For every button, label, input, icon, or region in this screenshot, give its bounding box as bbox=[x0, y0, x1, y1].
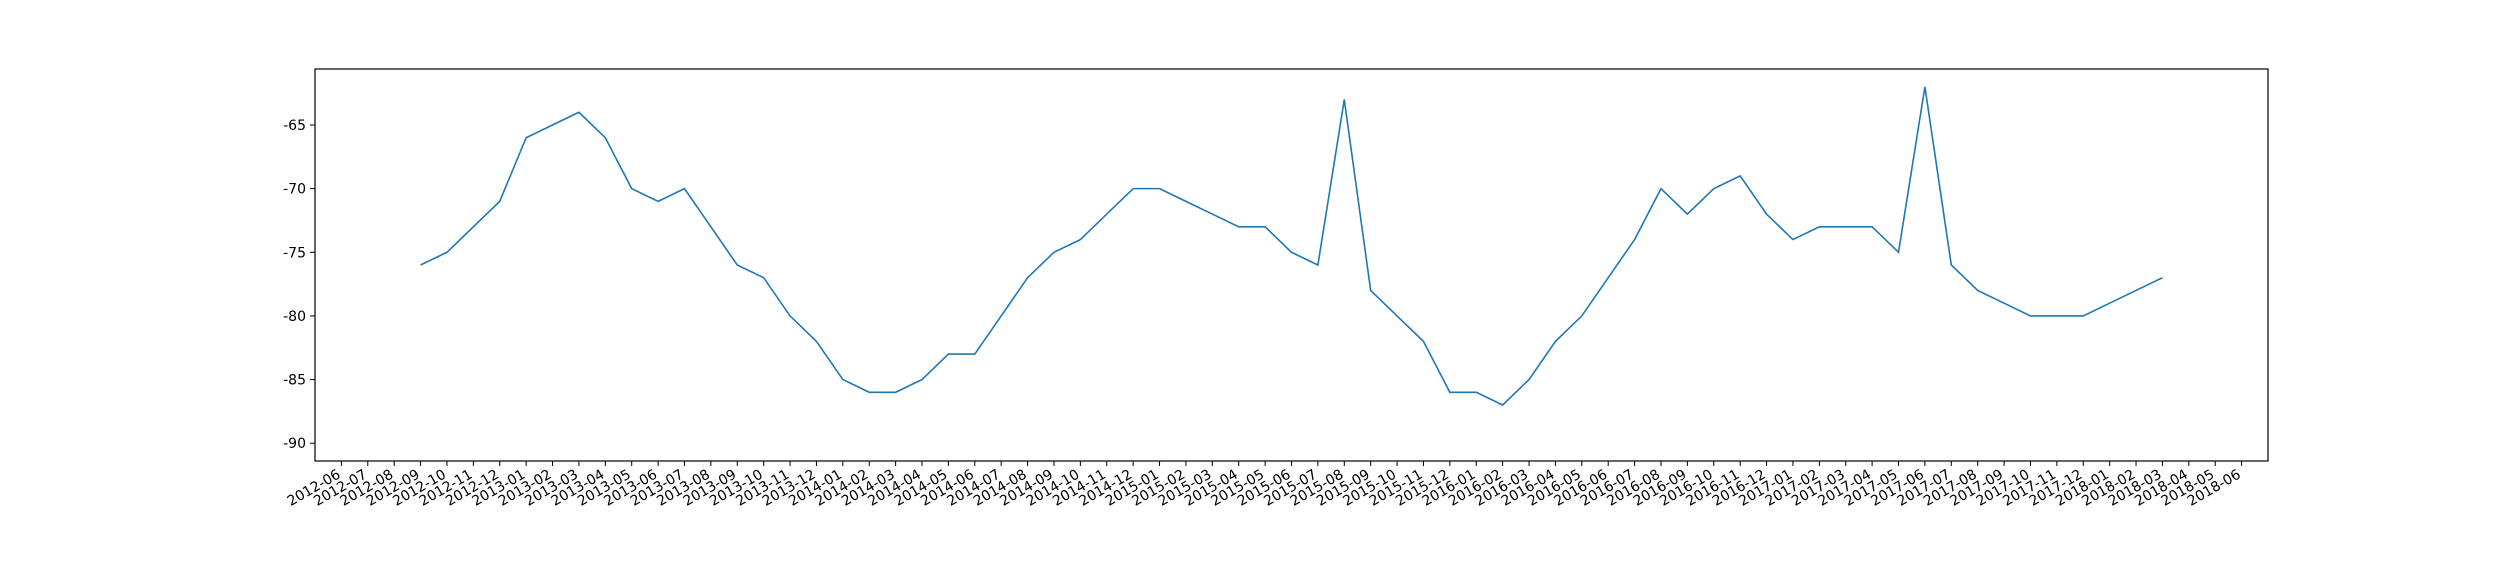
line-series bbox=[420, 86, 2163, 406]
plot-frame bbox=[314, 68, 2269, 462]
y-tick-label: -85 bbox=[283, 373, 306, 389]
y-tick-label: -75 bbox=[283, 245, 306, 261]
y-tick-label: -80 bbox=[283, 309, 306, 325]
y-tick-label: -70 bbox=[283, 182, 306, 198]
y-tick-label: -90 bbox=[283, 436, 306, 452]
y-tick-label: -65 bbox=[283, 118, 306, 134]
